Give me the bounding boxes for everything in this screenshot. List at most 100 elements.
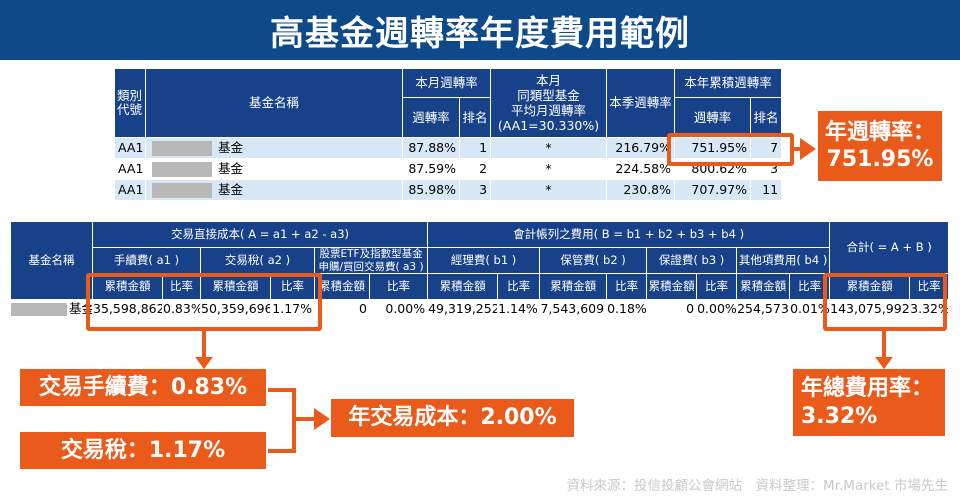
total-amount: 143,075,992 [829,299,911,318]
connector-line [794,147,802,151]
ytd-rate: 707.97% [674,179,752,201]
arrow-right-icon [314,408,330,430]
expense-table: 基金名稱 交易直接成本( A = a1 + a2 - a3) 會計帳列之費用( … [10,221,950,318]
label-total-expense-rate: 年總費用率： 3.32% [793,369,945,436]
redacted-name [152,140,212,156]
fund-code: AA1 [114,137,146,159]
redacted-name [152,182,212,198]
label-total-line-2: 3.32% [801,403,878,429]
b3-amount: 0 [646,299,698,318]
header-peer-average: 本月 同類型基金 平均月週轉率 (AA1=30.330%) [490,68,608,138]
fund-name: 基金 [145,158,403,180]
label-annual-cost: 年交易成本：2.00% [331,399,574,437]
table-row: AA1 基金 87.88% 1 * 216.79% 751.95% 7 [114,137,783,159]
header-accounting-expenses: 會計帳列之費用( B = b1 + b2 + b3 + b4 ) [427,221,831,248]
quarter-rate: 216.79% [606,137,676,159]
subheader-ytd-rank: 排名 [750,97,783,138]
sub-ratio: 比率 [696,273,738,300]
title-banner: 高基金週轉率年度費用範例 [0,0,960,60]
label-annual-turnover-line-1: 年週轉率： [824,119,935,145]
fund-name: 基金 [10,299,93,318]
sub-amount: 累積金額 [427,273,499,300]
header-b1-manager: 經理費( b1 ) [427,247,541,274]
table-row: AA1 基金 85.98% 3 * 230.8% 707.97% 11 [114,179,783,201]
source-note: 資料來源：投信投顧公會網站 資料整理：Mr.Market 市場先生 [566,478,948,494]
redacted-name [11,302,67,316]
b4-amount: 254,573 [736,299,791,318]
ytd-rank: 11 [750,179,783,201]
sub-ratio: 比率 [497,273,541,300]
header-a3-etf: 股票ETF及指數型基金 申購/買回交易費( a3 ) [313,247,429,274]
subheader-rank: 排名 [458,97,492,138]
a3-ratio: 0.00% [368,299,429,318]
b2-amount: 7,543,609 [539,299,608,318]
header-code: 類別代號 [114,68,146,138]
page-title: 高基金週轉率年度費用範例 [270,13,690,54]
arrow-down-icon [875,357,893,369]
peer-line-4: (AA1=30.330%) [497,118,600,133]
sub-ratio: 比率 [909,273,950,300]
month-rate: 87.59% [402,158,460,180]
header-quarter-turnover: 本季週轉率 [606,68,676,138]
header-b2-custody: 保管費( b2 ) [539,247,648,274]
label-total-line-1: 年總費用率： [801,376,934,401]
fund-name: 基金 [145,179,403,201]
sub-amount: 累積金額 [200,273,271,300]
connector-line [268,388,294,392]
b4-ratio: 0.01% [789,299,831,318]
label-annual-turnover-line-2: 751.95% [826,147,934,172]
sub-amount: 累積金額 [646,273,698,300]
a1-ratio: 0.83% [162,299,201,318]
sub-ratio: 比率 [368,273,429,300]
month-rank: 1 [458,137,492,159]
label-annual-turnover: 年週轉率： 751.95% [818,111,942,181]
peer-value: * [490,179,608,201]
peer-line-3: 平均月週轉率 [511,103,587,118]
b2-ratio: 0.18% [606,299,648,318]
table-row: AA1 基金 87.59% 2 * 224.58% 800.62% 3 [114,158,783,180]
month-rank: 3 [458,179,492,201]
header-fund-name: 基金名稱 [10,221,93,300]
header-ytd-turnover: 本年累積週轉率 [674,68,783,98]
ytd-rate: 751.95% [674,137,752,159]
header-direct-cost: 交易直接成本( A = a1 + a2 - a3) [91,221,429,248]
highlight-total [823,273,947,331]
peer-line-2: 同類型基金 [517,88,580,103]
connector-line [294,417,316,421]
highlight-ytd-turnover [667,133,794,166]
connector-line [268,449,294,453]
quarter-rate: 224.58% [606,158,676,180]
arrow-down-icon [195,357,213,369]
header-month-turnover: 本月週轉率 [401,68,492,98]
redacted-name [152,161,212,177]
turnover-table: 類別代號 基金名稱 本月週轉率 本月 同類型基金 平均月週轉率 (AA1=30.… [114,68,783,201]
table-row: 基金 35,598,862 0.83% 50,359,696 1.17% 0 0… [10,299,950,318]
peer-line-1: 本月 [536,73,562,88]
header-b3-guarantee: 保證費( b3 ) [646,247,738,274]
a2-ratio: 1.17% [270,299,315,318]
connector-line [882,331,886,359]
b1-amount: 49,319,252 [427,299,499,318]
month-rank: 2 [458,158,492,180]
subheader-rate: 週轉率 [402,97,460,138]
fund-code: AA1 [114,179,146,201]
a3-line-2: 申購/買回交易費( a3 ) [318,260,424,273]
highlight-fee-tax [86,273,322,331]
arrow-right-icon [800,138,816,160]
label-tax: 交易稅：1.17% [20,432,266,469]
peer-value: * [490,158,608,180]
sub-ratio: 比率 [606,273,648,300]
header-total: 合計( = A + B ) [829,221,950,274]
month-rate: 87.88% [402,137,460,159]
sub-amount: 累積金額 [736,273,791,300]
a3-line-1: 股票ETF及指數型基金 [319,248,423,261]
header-fund-name: 基金名稱 [145,68,403,138]
peer-value: * [490,137,608,159]
label-fee: 交易手續費：0.83% [20,369,266,406]
fund-code: AA1 [114,158,146,180]
a3-amount: 0 [314,299,370,318]
subheader-ytd-rate: 週轉率 [674,97,752,138]
sub-amount: 累積金額 [539,273,608,300]
total-ratio: 3.32% [909,299,950,318]
